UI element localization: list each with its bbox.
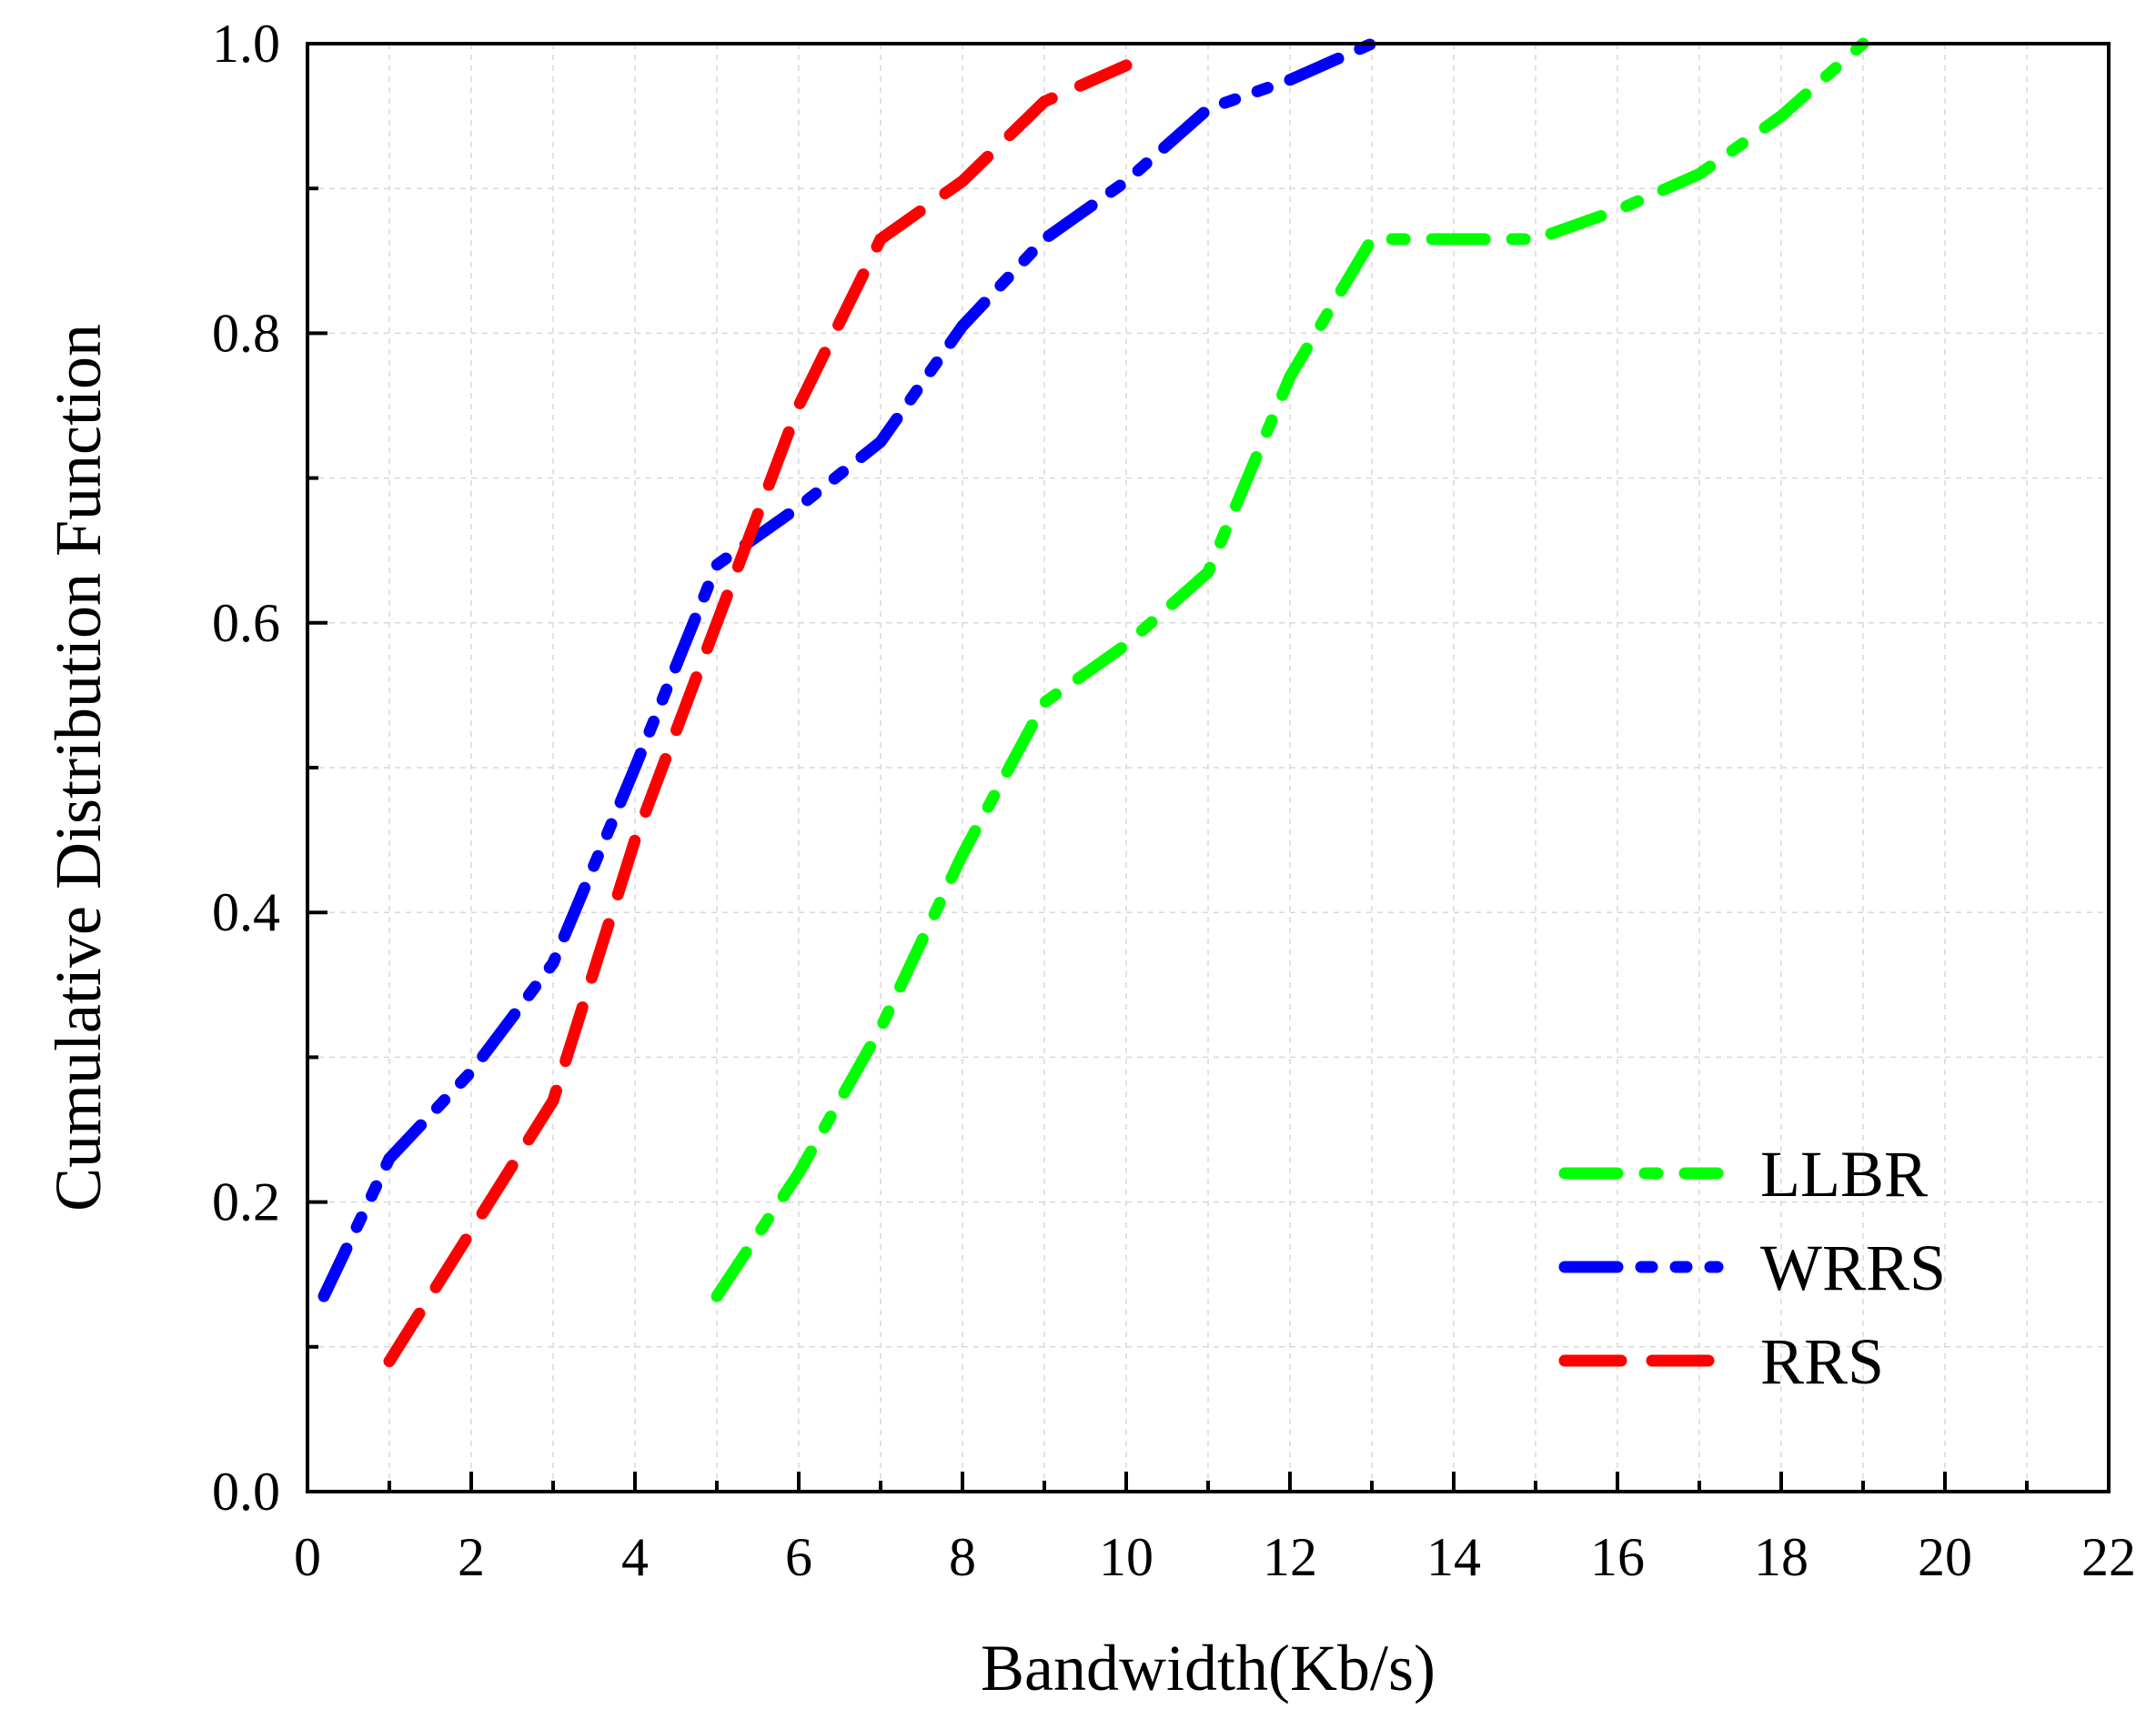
x-tick-label: 14	[1426, 1527, 1481, 1587]
x-tick-label: 8	[949, 1527, 976, 1587]
series-line-rrs	[383, 59, 1133, 1368]
legend-item-rrs: RRS	[1558, 1325, 1884, 1398]
x-tick-label: 22	[2081, 1527, 2136, 1587]
y-tick-label: 0.4	[212, 882, 280, 942]
x-tick-label: 12	[1263, 1527, 1317, 1587]
grid	[307, 44, 2109, 1492]
x-tick-label: 20	[1918, 1527, 1972, 1587]
series-line-wrrs	[317, 37, 1378, 1302]
x-tick-label: 10	[1099, 1527, 1154, 1587]
y-tick-label: 0.0	[212, 1462, 280, 1522]
series-wrrs	[317, 37, 1378, 1302]
x-tick-label: 4	[621, 1527, 649, 1587]
x-tick-label: 0	[294, 1527, 321, 1587]
x-tick-label: 16	[1590, 1527, 1645, 1587]
legend-item-wrrs: WRRS	[1558, 1231, 1946, 1304]
y-tick-label: 0.2	[212, 1172, 280, 1232]
series-llbr	[710, 37, 1869, 1302]
legend: LLBR WRRS RRS	[1558, 1138, 1946, 1398]
legend-item-llbr: LLBR	[1558, 1138, 1928, 1211]
series-line-llbr	[710, 37, 1869, 1302]
series-layer	[317, 37, 1869, 1368]
legend-label: LLBR	[1760, 1138, 1928, 1211]
y-tick-label: 0.6	[212, 593, 280, 653]
series-rrs	[383, 59, 1133, 1368]
y-tick-label: 1.0	[212, 14, 280, 74]
legend-label: WRRS	[1760, 1231, 1946, 1304]
x-tick-label: 18	[1754, 1527, 1808, 1587]
axis-ticks: 0 2 4 6 8 10 12 14 16 18 20 22 0.0 0.2 0.4 0.6 0.8 1.0	[212, 14, 2136, 1587]
y-axis-title: Cumulative Distribution Function	[42, 324, 115, 1211]
x-tick-label: 6	[785, 1527, 812, 1587]
legend-label: RRS	[1760, 1325, 1884, 1398]
x-tick-label: 2	[458, 1527, 485, 1587]
x-axis-title: Bandwidth(Kb/s)	[981, 1632, 1436, 1704]
y-tick-label: 0.8	[212, 303, 280, 363]
